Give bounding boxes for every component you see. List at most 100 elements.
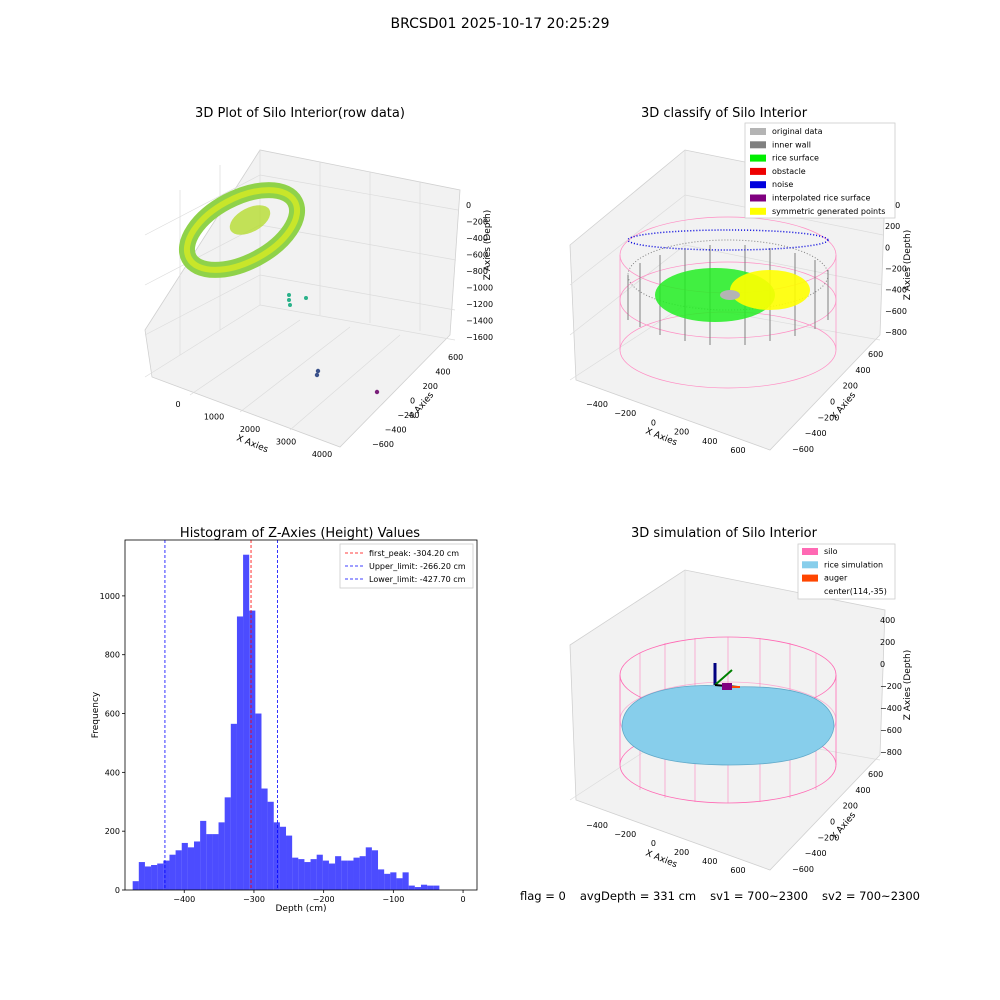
classify-legend-label: rice surface bbox=[772, 154, 819, 163]
simulation-z-tick-label: 400 bbox=[880, 616, 895, 625]
raw-y-tick-label: −600 bbox=[372, 440, 394, 449]
histogram-bar bbox=[341, 860, 348, 890]
simulation-y-tick-label: 200 bbox=[843, 802, 858, 811]
histogram-bar bbox=[304, 862, 311, 890]
histogram-bar bbox=[249, 610, 256, 890]
raw-zlabel: Z Axies (Depth) bbox=[483, 210, 493, 281]
classify-y-tick-label: −400 bbox=[805, 429, 827, 438]
raw-point bbox=[315, 368, 321, 374]
classify-legend-label: symmetric generated points bbox=[772, 207, 885, 216]
classify-x-tick-label: 200 bbox=[674, 428, 689, 437]
histogram-bar bbox=[384, 873, 391, 890]
histogram-title: Histogram of Z-Axies (Height) Values bbox=[180, 526, 420, 541]
simulation-z-tick-label: −600 bbox=[880, 726, 902, 735]
simulation-x-tick-label: 0 bbox=[651, 839, 656, 848]
classify-legend-label: noise bbox=[772, 180, 793, 189]
classify-z-tick-label: −800 bbox=[885, 328, 907, 337]
raw-y-tick-label: −400 bbox=[385, 426, 407, 435]
histogram-bar bbox=[328, 863, 336, 890]
raw-x-tick-label: 1000 bbox=[204, 413, 224, 422]
simulation-x-tick-label: 200 bbox=[674, 848, 689, 857]
classify-z-tick-label: −200 bbox=[885, 265, 907, 274]
raw-z-tick-label: −800 bbox=[466, 267, 488, 276]
avg-depth-readout: avgDepth = 331 cm bbox=[579, 889, 697, 903]
auger bbox=[713, 663, 740, 690]
classify-legend: original data inner wall rice surface obsta… bbox=[744, 122, 896, 219]
simulation-z-tick-label: −400 bbox=[880, 704, 902, 713]
raw-z-tick-label: −1400 bbox=[466, 317, 493, 326]
histogram-bar bbox=[433, 885, 440, 890]
flag-readout: flag = 0 bbox=[520, 889, 566, 903]
histogram-bar bbox=[132, 881, 139, 890]
classify-y-tick-label: −200 bbox=[817, 413, 839, 422]
symmetric-points bbox=[730, 270, 810, 310]
histogram-bar bbox=[353, 857, 360, 890]
histogram-y-tick-label: 200 bbox=[105, 827, 120, 836]
simulation-z-tick-label: −800 bbox=[880, 748, 902, 757]
raw-plot-title: 3D Plot of Silo Interior(row data) bbox=[195, 106, 405, 121]
histogram-bar bbox=[390, 872, 397, 890]
histogram-bar bbox=[200, 820, 207, 890]
raw-point bbox=[374, 389, 380, 395]
simulation-3d-plot: 3D simulation of Silo Interior −400 −200 0… bbox=[569, 526, 913, 875]
classify-3d-plot: 3D classify of Silo Interior −400 −200 0 20… bbox=[569, 106, 913, 455]
classify-legend-swatch bbox=[750, 167, 766, 175]
histogram-y-tick-label: 600 bbox=[105, 710, 120, 719]
classify-z-tick-label: −600 bbox=[885, 307, 907, 316]
histogram-bar bbox=[224, 797, 231, 890]
histogram-bar bbox=[255, 713, 262, 890]
classify-legend-swatch bbox=[750, 207, 766, 215]
raw-z-tick-label: −1600 bbox=[466, 333, 493, 342]
classify-zlabel: Z Axies (Depth) bbox=[903, 230, 913, 301]
histogram-y-tick-label: 0 bbox=[115, 886, 120, 895]
simulation-legend-swatch bbox=[802, 561, 818, 569]
histogram-bar bbox=[316, 854, 323, 890]
histogram-legend-label: Lower_limit: -427.70 cm bbox=[369, 575, 466, 584]
raw-x-tick-label: 4000 bbox=[312, 450, 332, 459]
raw-y-tick-label: 400 bbox=[435, 368, 450, 377]
simulation-y-tick-label: 600 bbox=[868, 770, 883, 779]
histogram-bar bbox=[310, 859, 317, 890]
simulation-legend: silo rice simulation auger center(114,-35) bbox=[797, 543, 896, 600]
sv1-readout: sv1 = 700~2300 bbox=[710, 889, 809, 903]
figure-title: BRCSD01 2025-10-17 20:25:29 bbox=[390, 16, 610, 32]
simulation-x-tick-label: 600 bbox=[730, 866, 745, 875]
raw-point bbox=[304, 296, 308, 300]
simulation-legend-swatch bbox=[802, 548, 818, 555]
original-data bbox=[720, 290, 740, 300]
histogram-legend-label: first_peak: -304.20 cm bbox=[369, 549, 459, 558]
histogram-y-tick-label: 1000 bbox=[100, 592, 120, 601]
histogram-bar bbox=[181, 842, 188, 890]
raw-x-tick-label: 2000 bbox=[240, 425, 260, 434]
histogram-y-tick-label: 400 bbox=[105, 768, 120, 777]
raw-point bbox=[287, 293, 291, 297]
classify-y-tick-label: 0 bbox=[830, 398, 835, 407]
raw-outlier-points bbox=[287, 293, 380, 395]
classify-x-tick-label: 600 bbox=[730, 446, 745, 455]
histogram-bar bbox=[218, 822, 225, 890]
histogram-bar bbox=[347, 860, 354, 890]
histogram-bar bbox=[206, 834, 213, 890]
classify-legend-swatch bbox=[750, 181, 766, 189]
simulation-y-tick-label: 0 bbox=[830, 818, 835, 827]
classify-legend-label: interpolated rice surface bbox=[772, 194, 870, 203]
simulation-legend-label: silo bbox=[824, 547, 838, 556]
raw-grid bbox=[144, 150, 459, 431]
histogram-bar bbox=[187, 847, 195, 890]
depth-histogram: Histogram of Z-Axies (Height) Values −40… bbox=[91, 526, 478, 914]
classify-plot-title: 3D classify of Silo Interior bbox=[641, 106, 808, 121]
classify-x-tick-label: 400 bbox=[702, 437, 717, 446]
simulation-zlabel: Z Axies (Depth) bbox=[903, 650, 913, 721]
simulation-x-tick-label: 400 bbox=[702, 857, 717, 866]
simulation-y-tick-label: −200 bbox=[817, 833, 839, 842]
classify-x-tick-label: 0 bbox=[651, 418, 656, 427]
histogram-bar bbox=[151, 865, 158, 890]
classify-legend-label: inner wall bbox=[772, 140, 811, 149]
histogram-bar bbox=[286, 835, 293, 890]
classify-legend-swatch bbox=[750, 128, 766, 135]
simulation-z-tick-label: 0 bbox=[880, 660, 885, 669]
raw-z-tick-label: −1000 bbox=[466, 284, 493, 293]
raw-z-tick-label: −400 bbox=[466, 234, 488, 243]
histogram-x-tick-label: −400 bbox=[173, 895, 195, 904]
simulation-legend-label: auger bbox=[824, 574, 848, 583]
